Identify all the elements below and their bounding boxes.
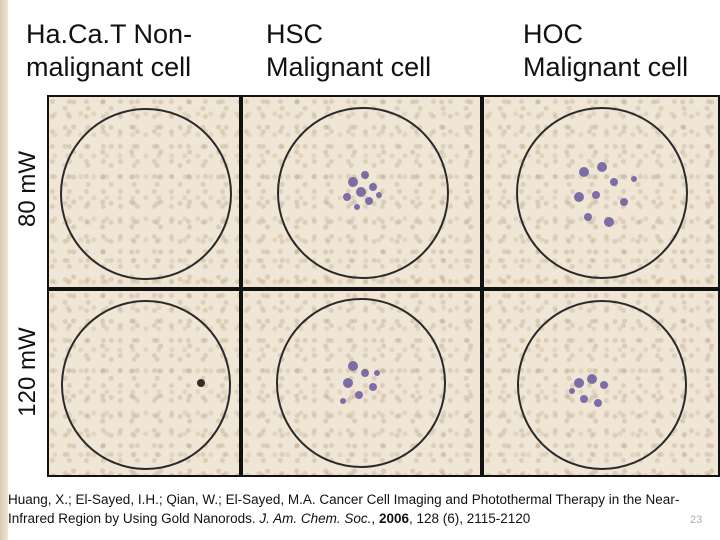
laser-spot-circle: [61, 300, 231, 470]
micrograph-hacat-80mw: [47, 95, 241, 289]
micrograph-hoc-120mw: [482, 289, 720, 477]
micrograph-hoc-80mw: [482, 95, 720, 289]
laser-spot-circle: [277, 107, 449, 279]
citation-volume-pages: , 128 (6), 2115-2120: [408, 511, 531, 526]
citation-year: 2006: [378, 511, 409, 526]
citation-authors-title: Huang, X.; El-Sayed, I.H.; Qian, W.; El-…: [8, 492, 680, 526]
micrograph-hacat-120mw: [47, 289, 241, 477]
row-label-120mw: 120 mW: [14, 327, 41, 417]
laser-spot-circle: [516, 107, 688, 279]
row-label-80mw: 80 mW: [14, 151, 41, 228]
citation-journal: J. Am. Chem. Soc.: [259, 511, 372, 526]
slide-number: 23: [690, 514, 703, 526]
column-title-hacat: Ha.Ca.T Non- malignant cell: [26, 19, 193, 82]
column-title-hsc: HSC Malignant cell: [266, 19, 432, 82]
micrograph-hsc-80mw: [241, 95, 482, 289]
slide-decoration-strip: [0, 0, 8, 540]
column-title-hoc: HOC Malignant cell: [523, 19, 689, 82]
laser-spot-circle: [60, 108, 232, 280]
micrograph-hsc-120mw: [241, 289, 482, 477]
citation-separator: ,: [371, 511, 379, 526]
laser-spot-circle: [276, 298, 446, 468]
citation: Huang, X.; El-Sayed, I.H.; Qian, W.; El-…: [8, 490, 698, 528]
laser-spot-circle: [517, 300, 687, 470]
